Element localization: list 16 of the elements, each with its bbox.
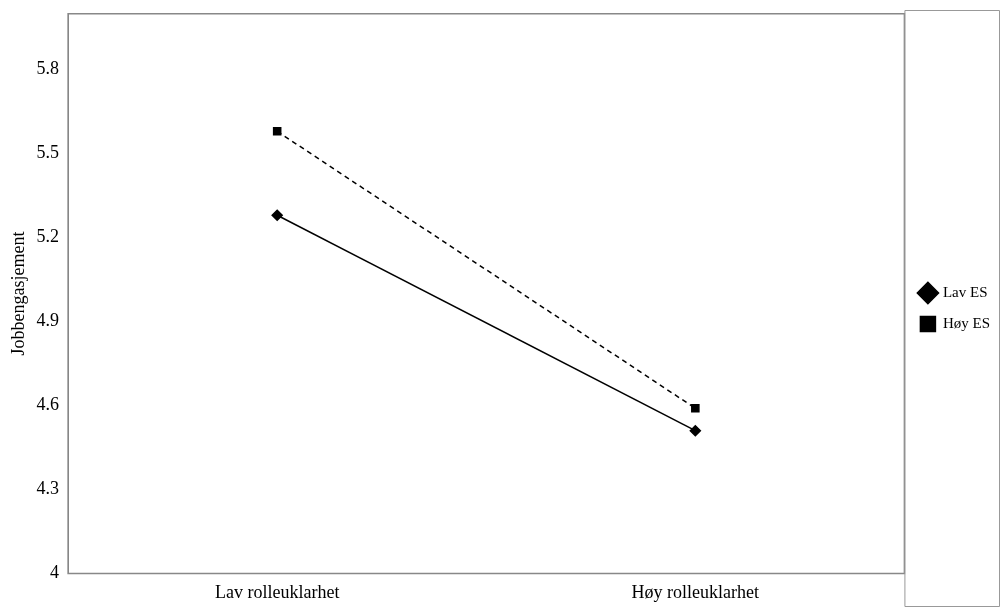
point bbox=[691, 404, 700, 413]
y-tick-label: 4.9 bbox=[36, 310, 60, 331]
legend-label: Høy ES bbox=[942, 314, 991, 331]
point bbox=[272, 127, 282, 136]
y-axis-title: Jobbengasjement bbox=[7, 231, 28, 356]
y-tick-label: 5.8 bbox=[36, 58, 60, 79]
y-tick-label: 4.6 bbox=[36, 394, 60, 415]
y-tick-label: 4 bbox=[50, 562, 60, 583]
y-tick-label: 4.3 bbox=[36, 478, 60, 499]
x-tick-label: Høy rolleuklarhet bbox=[631, 581, 760, 602]
legend-label: Lav ES bbox=[942, 283, 988, 300]
x-tick-label: Lav rolleuklarhet bbox=[214, 581, 340, 602]
point bbox=[271, 209, 283, 222]
y-tick-label: 5.5 bbox=[36, 142, 60, 163]
point bbox=[689, 424, 702, 437]
y-tick-label: 5.2 bbox=[36, 226, 60, 247]
